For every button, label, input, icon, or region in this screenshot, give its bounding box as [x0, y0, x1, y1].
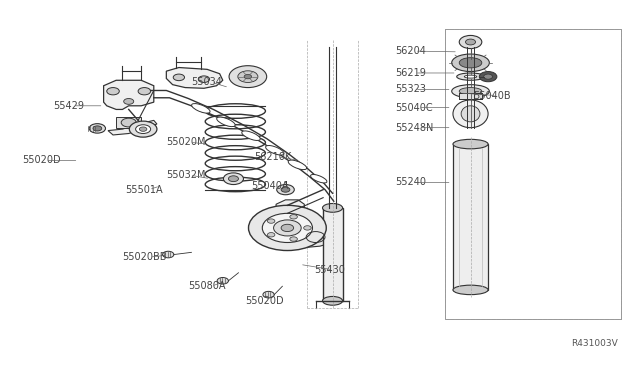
- Circle shape: [262, 214, 312, 243]
- Ellipse shape: [323, 296, 342, 305]
- Circle shape: [290, 237, 298, 241]
- Circle shape: [225, 122, 233, 126]
- Circle shape: [479, 71, 497, 82]
- Text: 56210K: 56210K: [254, 152, 291, 162]
- Text: 56204: 56204: [396, 46, 426, 56]
- Circle shape: [198, 76, 210, 83]
- Ellipse shape: [242, 131, 260, 141]
- Circle shape: [268, 232, 275, 237]
- Ellipse shape: [452, 85, 490, 98]
- Circle shape: [304, 226, 311, 230]
- Ellipse shape: [452, 54, 490, 71]
- Circle shape: [229, 66, 267, 87]
- Circle shape: [290, 215, 298, 219]
- Circle shape: [89, 124, 106, 133]
- Polygon shape: [108, 121, 157, 135]
- Ellipse shape: [453, 100, 488, 128]
- Bar: [116, 118, 141, 128]
- Text: R431003V: R431003V: [571, 339, 618, 348]
- Ellipse shape: [460, 58, 482, 68]
- Text: 55040C: 55040C: [396, 103, 433, 113]
- Text: 55040A: 55040A: [251, 181, 289, 191]
- Circle shape: [107, 87, 119, 95]
- Bar: [445, 29, 621, 319]
- Bar: [453, 144, 488, 290]
- Circle shape: [140, 127, 147, 131]
- Circle shape: [274, 150, 282, 154]
- Polygon shape: [276, 200, 305, 216]
- Circle shape: [223, 173, 243, 185]
- Ellipse shape: [310, 174, 327, 183]
- Circle shape: [228, 176, 239, 182]
- Text: 55020M: 55020M: [166, 137, 206, 147]
- Text: 55429: 55429: [54, 101, 84, 111]
- Ellipse shape: [460, 87, 482, 95]
- Circle shape: [238, 71, 258, 83]
- Polygon shape: [296, 227, 337, 248]
- Ellipse shape: [457, 73, 484, 80]
- Bar: [460, 93, 482, 99]
- Circle shape: [136, 125, 150, 134]
- Circle shape: [163, 251, 174, 258]
- Circle shape: [276, 185, 294, 195]
- Ellipse shape: [464, 75, 477, 78]
- Circle shape: [217, 278, 228, 284]
- Polygon shape: [104, 80, 154, 109]
- Text: 55248N: 55248N: [396, 123, 434, 133]
- Circle shape: [263, 291, 274, 298]
- Circle shape: [460, 35, 482, 49]
- Ellipse shape: [453, 140, 488, 149]
- Ellipse shape: [266, 145, 284, 155]
- Circle shape: [124, 99, 134, 104]
- Bar: [323, 208, 342, 301]
- Text: 55430: 55430: [314, 265, 344, 275]
- Text: 55034: 55034: [191, 77, 222, 87]
- Text: 55501A: 55501A: [125, 185, 163, 195]
- Text: 55040B: 55040B: [474, 91, 511, 100]
- Text: 55080A: 55080A: [188, 281, 226, 291]
- Text: 55323: 55323: [396, 84, 426, 94]
- Ellipse shape: [453, 285, 488, 295]
- Ellipse shape: [191, 103, 210, 113]
- Circle shape: [248, 205, 326, 250]
- Ellipse shape: [461, 106, 480, 122]
- Text: 55020BB: 55020BB: [122, 252, 167, 262]
- Text: 55240: 55240: [396, 177, 426, 187]
- Circle shape: [465, 39, 476, 45]
- Polygon shape: [166, 68, 223, 88]
- Circle shape: [281, 187, 290, 192]
- Circle shape: [93, 126, 102, 131]
- Ellipse shape: [217, 117, 235, 126]
- Bar: [445, 29, 621, 319]
- Ellipse shape: [323, 203, 342, 212]
- Circle shape: [273, 220, 301, 236]
- Circle shape: [173, 74, 184, 81]
- Ellipse shape: [288, 160, 307, 170]
- Circle shape: [138, 87, 150, 95]
- Circle shape: [244, 74, 252, 79]
- Circle shape: [281, 224, 294, 231]
- Circle shape: [268, 219, 275, 223]
- Text: 56219: 56219: [396, 68, 426, 78]
- Circle shape: [250, 135, 258, 140]
- Text: 55032M: 55032M: [166, 170, 206, 180]
- Circle shape: [121, 118, 136, 127]
- Circle shape: [129, 121, 157, 137]
- Circle shape: [484, 74, 493, 79]
- Text: 55020D: 55020D: [244, 296, 284, 306]
- Circle shape: [200, 108, 208, 112]
- Text: 55020D: 55020D: [22, 155, 61, 166]
